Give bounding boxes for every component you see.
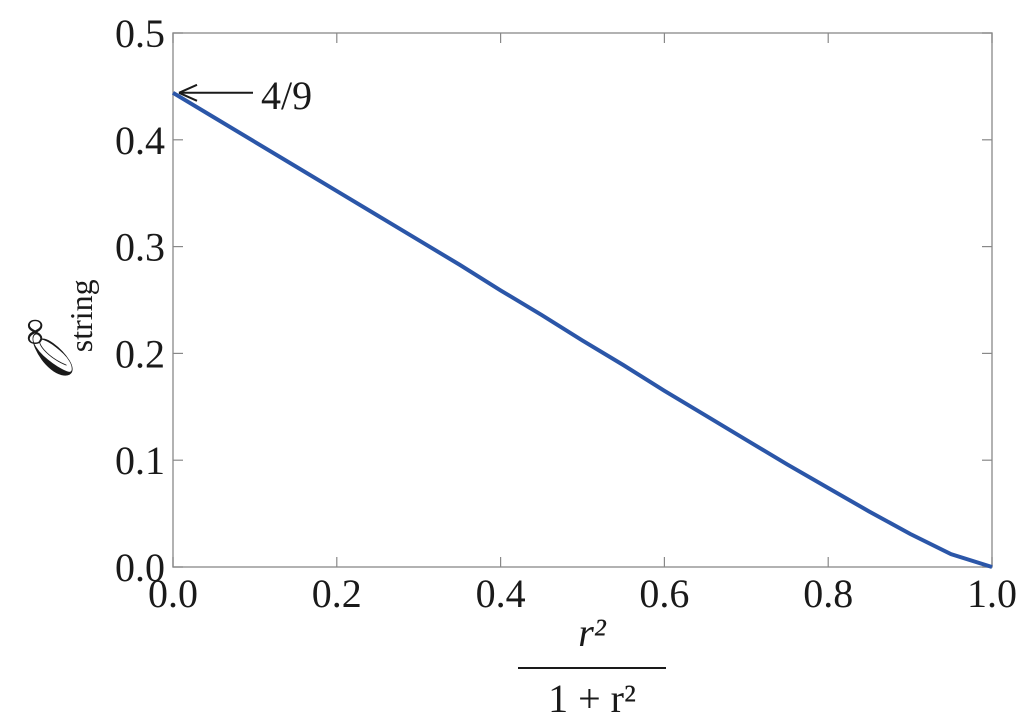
y-tick-label: 0.1	[115, 438, 165, 483]
x-tick-label: 0.2	[312, 571, 362, 616]
plot-frame	[172, 32, 993, 568]
x-tick-label: 1.0	[967, 571, 1017, 616]
y-tick-label: 0.5	[115, 11, 165, 56]
series-line	[171, 91, 993, 569]
x-tick-label: 0.6	[639, 571, 689, 616]
y-axis-label: 𝒪∞ string	[13, 279, 99, 380]
annotation-arrowhead	[178, 83, 198, 102]
x-tick-label: 0.8	[803, 571, 853, 616]
y-label-sub: string	[63, 279, 99, 352]
y-tick-label: 0.2	[115, 331, 165, 376]
x-label-denominator: 1 + r²	[548, 676, 636, 721]
x-tick-label: 0.0	[148, 571, 198, 616]
y-label-sup: ∞	[13, 318, 55, 345]
y-tick-label: 0.3	[115, 225, 165, 270]
x-label-numerator: r²	[578, 610, 607, 655]
x-tick-label: 0.4	[476, 571, 526, 616]
annotation-text: 4/9	[261, 73, 312, 118]
y-tick-label: 0.4	[115, 118, 165, 163]
y-tick-label: 0.0	[115, 545, 165, 590]
